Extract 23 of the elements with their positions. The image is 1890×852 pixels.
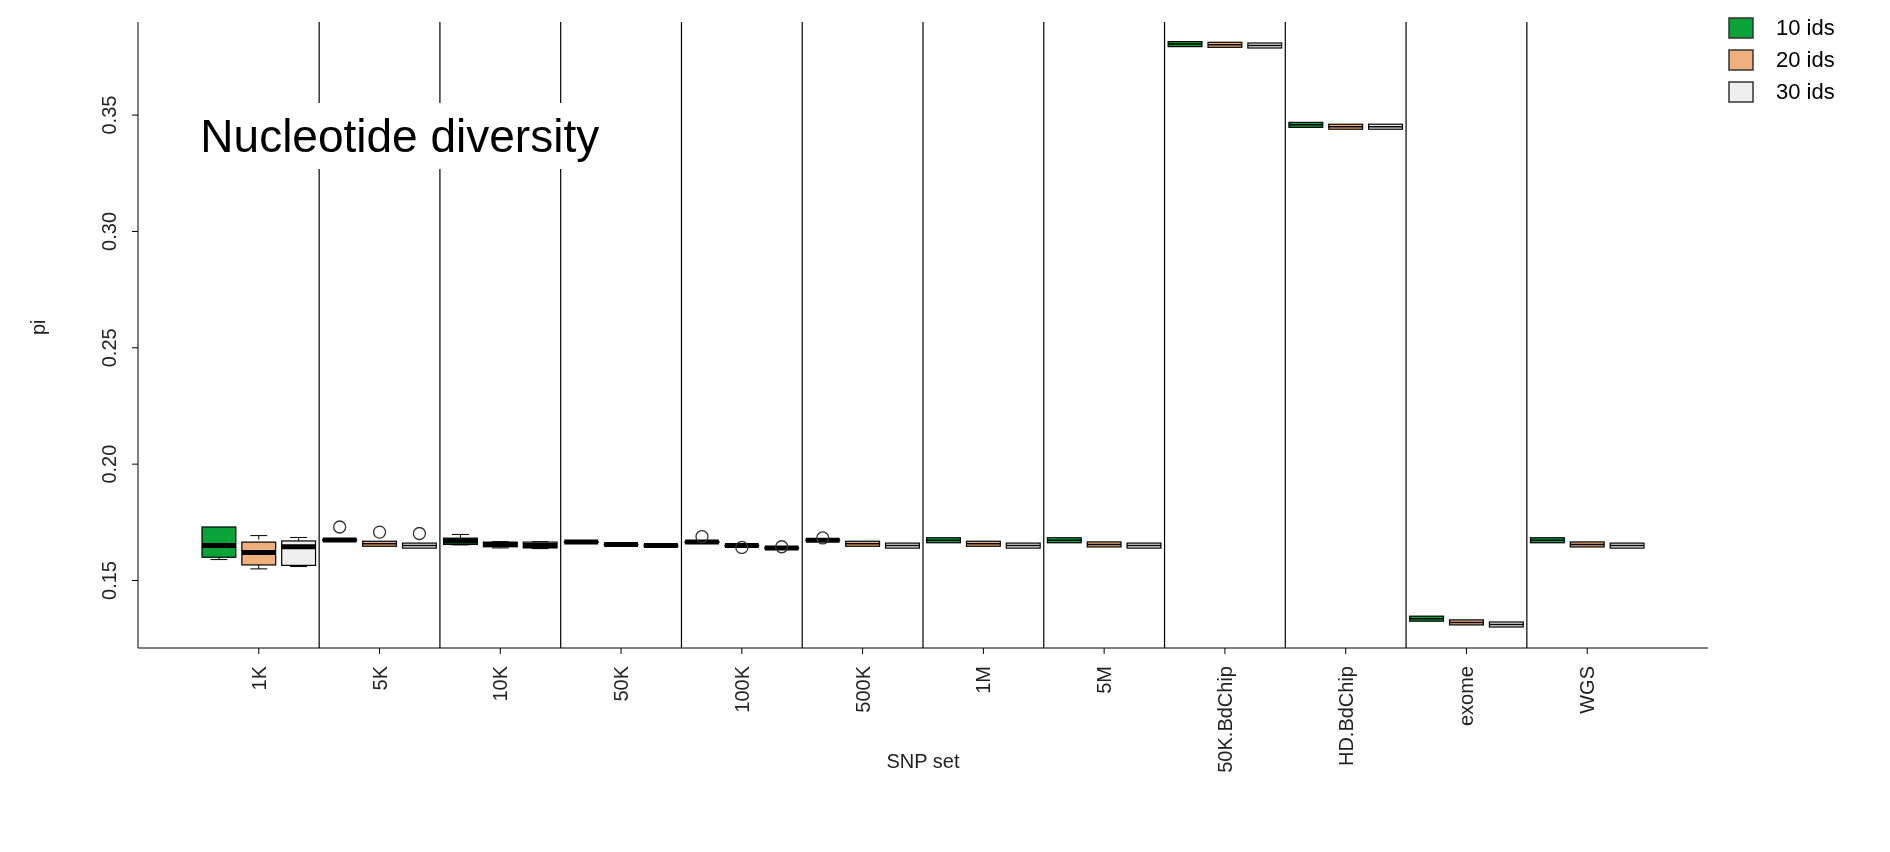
x-tick-label: 1M [972,666,995,694]
text: 30 ids [1776,79,1835,105]
y-axis-title: pi [27,319,50,335]
y-tick-label: 0.15 [98,561,120,600]
y-tick-label: 0.30 [98,211,120,251]
legend-label: 20 ids [1776,47,1835,73]
y-tick-label: 0.25 [98,328,120,368]
x-tick-label: 100K [730,665,753,713]
x-axis-title: SNP set [886,750,960,772]
x-tick-label: HD.BdChip [1334,666,1357,767]
x-tick-label: WGS [1576,666,1599,714]
x-tick-label: 50K.BdChip [1213,666,1236,773]
y-tick-label: 0.35 [98,95,120,135]
y-tick-label: 0.20 [98,444,120,484]
x-tick-label: 10K [489,665,512,702]
legend-label: 10 ids [1776,15,1835,41]
x-tick-label: 5K [368,665,391,691]
x-tick-label: 500K [851,665,874,713]
x-tick-label: 1K [247,665,270,691]
x-tick-label: exome [1455,666,1478,727]
text: Nucleotide diversity [192,103,608,169]
x-tick-label: 50K [610,665,633,702]
x-tick-label: 5M [1093,666,1116,694]
